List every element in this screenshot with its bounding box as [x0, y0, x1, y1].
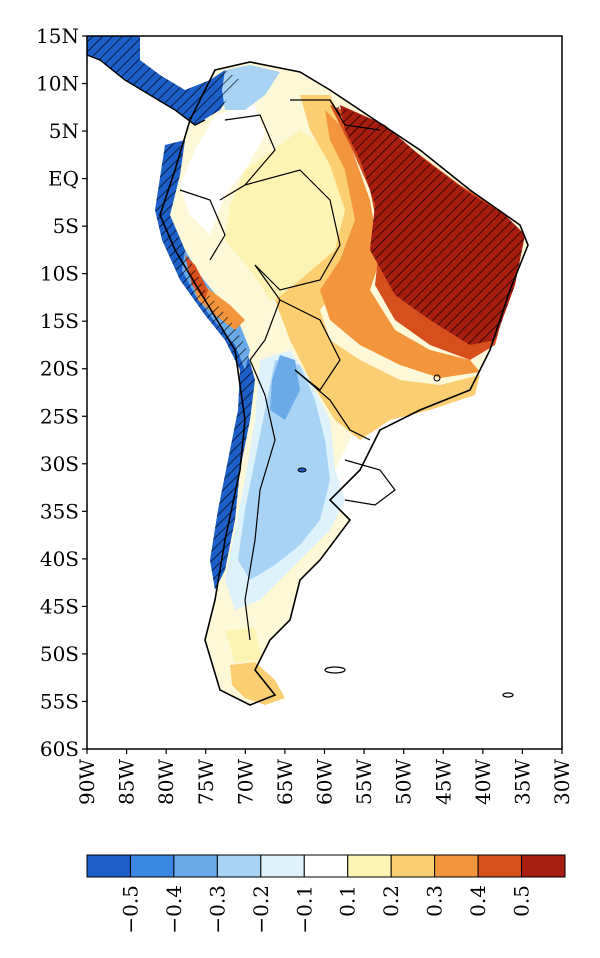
- colorbar-swatch: [129, 854, 175, 878]
- colorbar-swatch: [173, 854, 218, 878]
- map-layers: [87, 36, 529, 706]
- lon-tick-label: 40W: [471, 759, 495, 805]
- patagonia-positive: [230, 662, 285, 705]
- colorbar-swatch: [434, 854, 479, 878]
- lat-tick-label: 25S: [40, 404, 79, 428]
- lon-tick-label: 75W: [194, 759, 218, 805]
- lat-tick-label: 30S: [40, 452, 79, 476]
- colorbar-label: −0.5: [118, 885, 142, 934]
- colorbar-swatch: [303, 854, 349, 878]
- lat-tick-label: 5S: [53, 214, 79, 238]
- colorbar-swatch: [216, 854, 262, 878]
- lat-tick-label: 15N: [36, 24, 79, 48]
- latitude-axis: 15N 10N 5N EQ 5S 10S 15S 20S 25S 30S 35S 40S 45S 50S 5…: [36, 24, 87, 761]
- patagonia-white: [225, 628, 262, 663]
- lat-tick-label: 35S: [40, 499, 79, 523]
- lat-tick-label: 55S: [40, 689, 79, 713]
- colorbar-swatch: [347, 854, 392, 878]
- lat-tick-label: 20S: [40, 357, 79, 381]
- negative-caribbean-light: [222, 65, 280, 110]
- lat-tick-label: 5N: [49, 119, 79, 143]
- anomaly-0-4: [320, 110, 480, 378]
- falklands-island: [324, 666, 346, 674]
- lake-marker: [297, 467, 307, 473]
- lat-tick-label: 10N: [36, 72, 79, 96]
- south-georgia-island: [502, 692, 514, 698]
- colorbar-swatch: [477, 854, 523, 878]
- colorbar-label: 0.2: [379, 885, 403, 917]
- central-america-coast: [87, 54, 206, 126]
- reservoir-marker: [433, 374, 441, 382]
- lat-tick-label: 15S: [40, 309, 79, 333]
- lat-tick-label: 40S: [40, 547, 79, 571]
- colorbar-label: 0.3: [423, 885, 447, 917]
- colorbar-label: −0.4: [162, 885, 186, 934]
- lat-tick-label: 50S: [40, 642, 79, 666]
- hatch-northeast-brazil: [335, 105, 525, 345]
- lon-tick-label: 50W: [392, 759, 416, 805]
- colorbar-swatch: [260, 854, 305, 878]
- lon-tick-label: 70W: [233, 759, 257, 805]
- lat-tick-label: EQ: [48, 167, 79, 191]
- country-borders: [179, 99, 396, 641]
- lon-tick-label: 60W: [313, 759, 337, 805]
- colorbar-label: 0.4: [466, 885, 490, 917]
- negative-south-strong: [270, 355, 300, 420]
- coastline: [159, 61, 529, 706]
- negative-south-mid: [238, 360, 330, 580]
- lon-tick-label: 80W: [154, 759, 178, 805]
- lat-tick-label: 10S: [40, 262, 79, 286]
- lat-tick-label: 60S: [40, 737, 79, 761]
- longitude-axis: 90W 85W 80W 75W 70W 65W 60W 55W 50W 45W 40W 35W 30W: [75, 749, 574, 805]
- colorbar-label: 0.5: [510, 885, 534, 917]
- colorbar-swatch: [390, 854, 436, 878]
- hatch-pacific-coast: [155, 140, 255, 590]
- colorbar-label: 0.1: [336, 885, 360, 917]
- colorbar-swatch: [521, 854, 566, 878]
- lon-tick-label: 55W: [352, 759, 376, 805]
- lon-tick-label: 65W: [273, 759, 297, 805]
- anomaly-0-3: [275, 95, 480, 440]
- colorbar-label: −0.3: [205, 885, 229, 934]
- colorbar: −0.5 −0.4 −0.3 −0.2 −0.1 0.1 0.2 0.3 0.4 0.5: [86, 854, 566, 934]
- lon-tick-label: 45W: [431, 759, 455, 805]
- lon-tick-label: 30W: [550, 759, 574, 805]
- lon-tick-label: 35W: [510, 759, 534, 805]
- colorbar-swatch: [86, 854, 131, 878]
- neutral-zone: [180, 105, 265, 235]
- neutral-zone-south: [335, 415, 420, 505]
- lon-tick-label: 85W: [115, 759, 139, 805]
- colorbar-label: −0.1: [292, 885, 316, 934]
- colorbar-label: −0.2: [249, 885, 273, 934]
- hatch-central-america: [87, 36, 240, 125]
- lat-tick-label: 45S: [40, 594, 79, 618]
- lon-tick-label: 90W: [75, 759, 99, 805]
